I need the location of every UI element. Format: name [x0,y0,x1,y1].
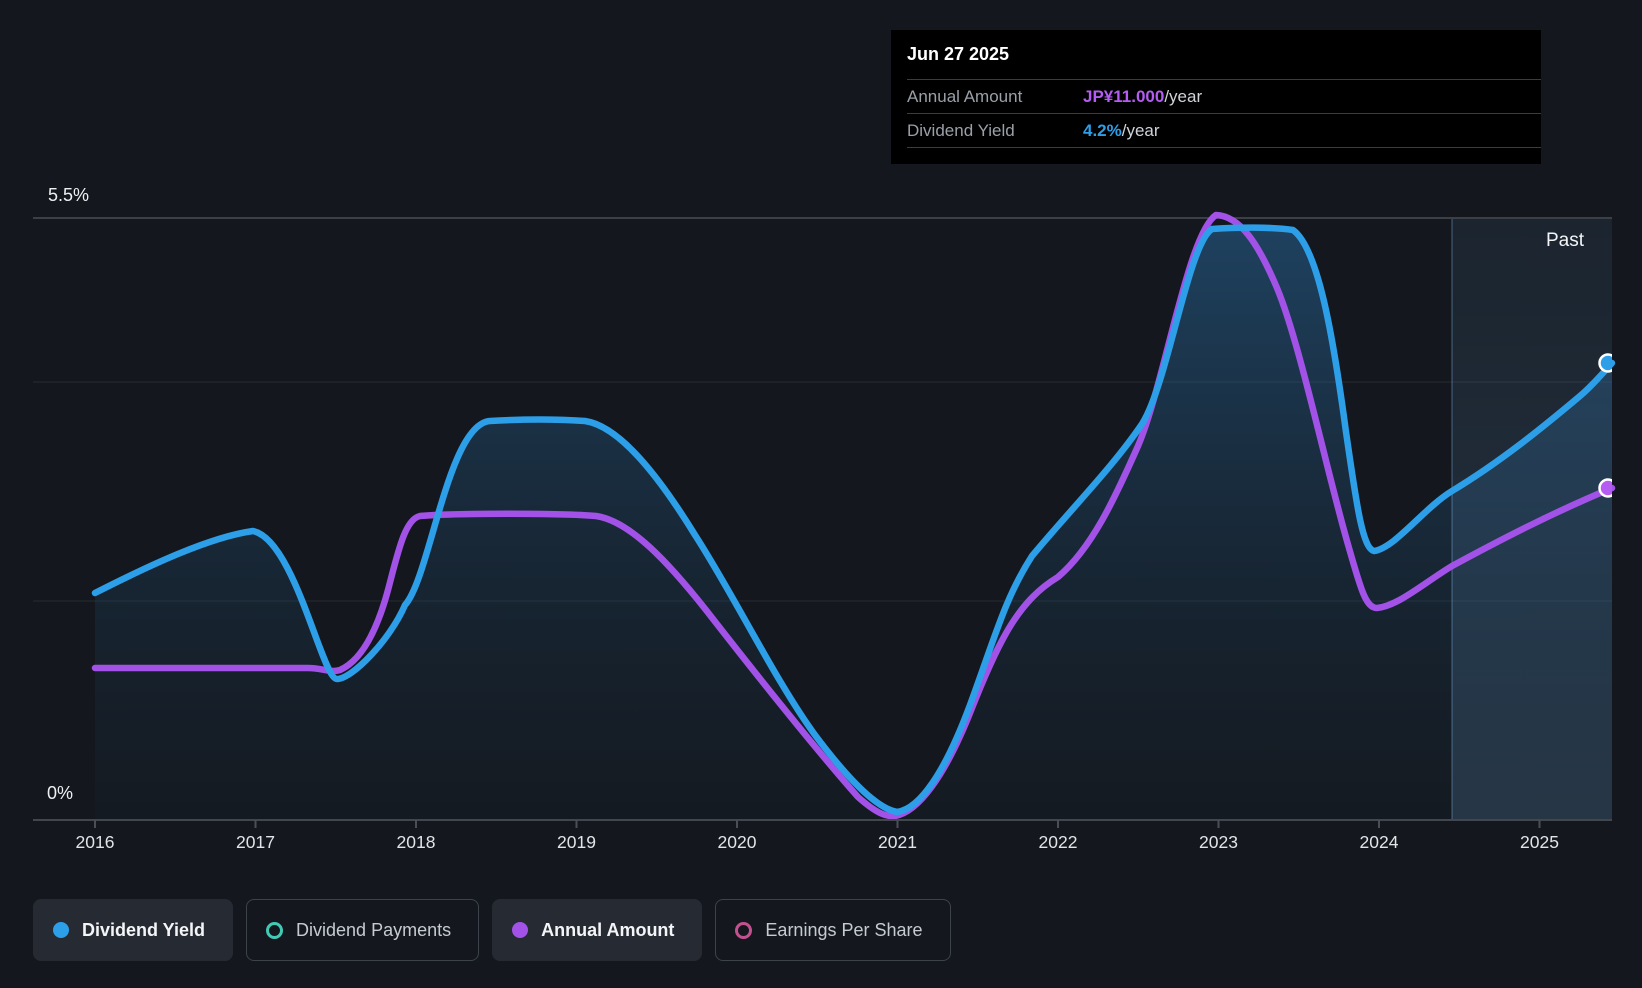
legend-label: Annual Amount [541,919,675,940]
legend-marker-icon [53,922,69,938]
x-axis-label: 2016 [75,832,115,852]
dividend-yield-line [91,224,1616,816]
tooltip-value: JP¥11.000 [1083,86,1165,106]
legend-button-dividend-payments[interactable]: Dividend Payments [246,899,480,961]
y-axis-label-max: 5.5% [48,185,90,205]
tooltip-date: Jun 27 2025 [907,44,1010,64]
legend-label: Dividend Payments [296,919,452,940]
tooltip-value: 4.2% [1083,120,1122,140]
tooltip-row-annual-amount: Annual Amount JP¥11.000/year [907,79,1541,113]
tooltip-divider [907,147,1541,148]
axis-layer [33,819,1612,828]
x-axis-label: 2017 [236,832,275,852]
tooltip-row-dividend-yield: Dividend Yield 4.2%/year [907,113,1541,147]
x-axis-label: 2019 [557,832,596,852]
x-axis-label: 2021 [878,832,917,852]
tooltip-label: Annual Amount [907,86,1023,106]
tooltip-label: Dividend Yield [907,120,1015,140]
dividend-yield-area-fill [95,227,1612,820]
past-region-band [1452,219,1612,820]
tooltip-suffix: /year [1121,120,1160,140]
legend-marker-icon [512,922,529,938]
dividend-yield-end-marker[interactable] [1598,353,1617,373]
x-axis-label: 2024 [1359,832,1399,852]
x-axis-label: 2025 [1520,832,1559,852]
x-axis-label: 2022 [1038,832,1078,852]
legend-marker-icon [266,921,284,939]
legend-button-annual-amount[interactable]: Annual Amount [492,899,703,961]
y-axis-label-min: 0% [47,783,74,803]
tooltip-suffix: /year [1164,86,1203,106]
x-axis-label: 2020 [717,832,757,852]
legend-bar: Dividend Yield Dividend Payments Annual Am… [33,899,951,961]
x-axis-label: 2023 [1199,832,1238,852]
x-axis-label: 2018 [396,832,436,852]
chart-tooltip: Jun 27 2025 Annual Amount JP¥11.000/year… [891,30,1541,164]
legend-marker-icon [735,921,753,939]
annual-amount-end-marker[interactable] [1598,478,1617,498]
legend-button-earnings-per-share[interactable]: Earnings Per Share [715,899,951,961]
legend-button-dividend-yield[interactable]: Dividend Yield [33,899,234,961]
legend-label: Dividend Yield [82,919,206,940]
past-label: Past [1546,230,1585,251]
legend-label: Earnings Per Share [765,919,923,940]
